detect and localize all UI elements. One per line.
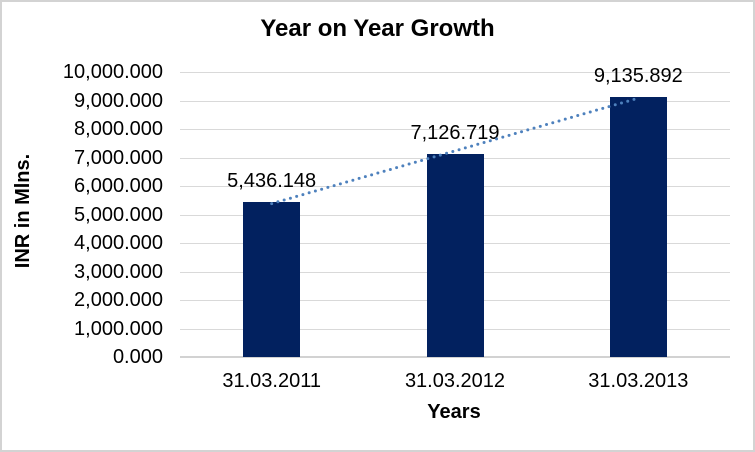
bar-value-label: 5,436.148 xyxy=(227,170,317,193)
x-axis-line xyxy=(180,356,730,358)
y-tick-label: 0.000 xyxy=(112,346,163,368)
y-tick-label: 3,000.000 xyxy=(74,260,163,283)
x-axis-title: Years xyxy=(427,401,481,423)
y-tick-label: 5,000.000 xyxy=(74,203,163,226)
gridline xyxy=(180,129,730,130)
bar xyxy=(243,202,301,357)
y-tick-label: 4,000.000 xyxy=(74,232,163,254)
bar-value-label: 9,135.892 xyxy=(593,64,683,87)
bar xyxy=(609,96,667,357)
trendline-path xyxy=(270,96,640,206)
x-tick-label: 31.03.2011 xyxy=(222,370,321,392)
y-tick-label: 7,000.000 xyxy=(74,146,163,169)
bar-value-label: 7,126.719 xyxy=(410,121,500,144)
gridline xyxy=(180,72,730,73)
y-tick-label: 1,000.000 xyxy=(74,317,163,340)
chart-title: Year on Year Growth xyxy=(260,15,495,42)
y-tick-label: 9,000.000 xyxy=(74,89,163,112)
y-tick-label: 6,000.000 xyxy=(74,175,163,197)
bar xyxy=(426,153,484,357)
trendline xyxy=(270,96,640,206)
y-tick-label: 10,000.000 xyxy=(62,61,163,83)
gridline xyxy=(180,101,730,102)
y-tick-label: 2,000.000 xyxy=(74,289,163,311)
y-tick-label: 8,000.000 xyxy=(74,118,163,140)
x-tick-label: 31.03.2013 xyxy=(588,370,689,392)
x-tick-label: 31.03.2012 xyxy=(404,370,506,392)
